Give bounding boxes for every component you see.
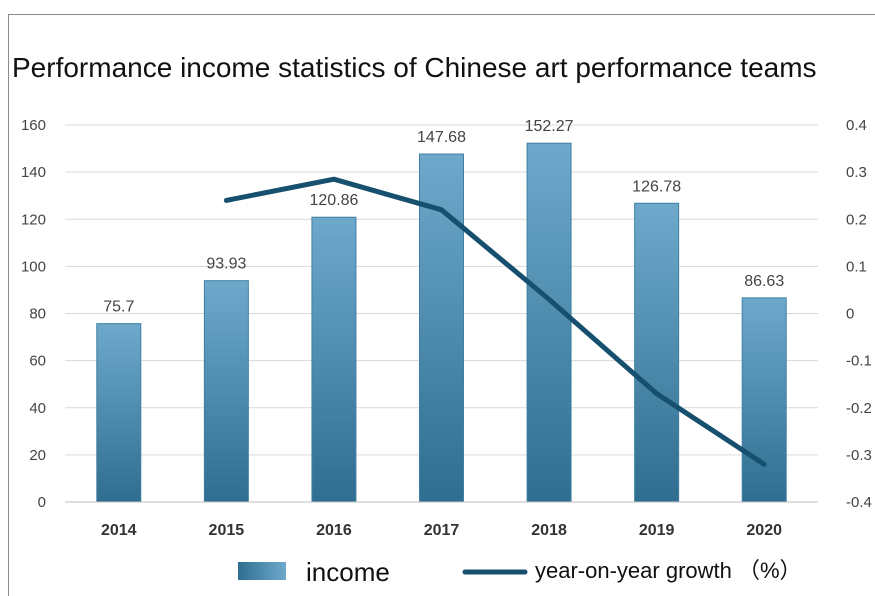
y-tick-left: 40 [29, 400, 46, 417]
bar-series-income [96, 142, 787, 503]
x-tick: 2020 [746, 522, 782, 539]
data-label-income: 152.27 [525, 118, 574, 135]
y-tick-right: 0.3 [846, 164, 867, 181]
y-tick-left: 0 [38, 494, 46, 511]
y-tick-right: 0 [846, 306, 854, 323]
data-label-income: 75.7 [103, 299, 134, 316]
x-tick: 2014 [101, 522, 137, 539]
y-tick-left: 80 [29, 306, 46, 323]
line-series-growth [223, 176, 767, 467]
x-tick: 2015 [209, 522, 245, 539]
x-tick: 2017 [424, 522, 460, 539]
data-label-income: 86.63 [744, 273, 784, 290]
x-tick: 2016 [316, 522, 352, 539]
legend-label-income: income [306, 557, 390, 587]
legend: income year-on-year growth （%） [238, 557, 802, 587]
chart-title: Performance income statistics of Chinese… [12, 52, 817, 83]
x-tick: 2018 [531, 522, 567, 539]
x-tick: 2019 [639, 522, 675, 539]
y-tick-left: 60 [29, 353, 46, 370]
y-tick-left: 100 [21, 258, 46, 275]
y-tick-right: 0.2 [846, 211, 867, 228]
y-tick-right: -0.4 [846, 494, 872, 511]
y-tick-right: 0.4 [846, 117, 867, 134]
bar-income-2015 [203, 280, 249, 503]
axes: 0 20 40 60 80 100 120 140 160 -0.4 -0.3 -0.2 -0.1 0 0.… [21, 117, 872, 539]
legend-label-growth: year-on-year growth （%） [535, 558, 802, 583]
y-tick-left: 160 [21, 117, 46, 134]
bar-income-2020 [741, 297, 787, 503]
y-tick-left: 20 [29, 447, 46, 464]
y-tick-right: -0.2 [846, 400, 872, 417]
chart-frame [8, 14, 875, 596]
growth-line [223, 176, 767, 467]
data-label-income: 126.78 [632, 178, 681, 195]
bar-income-2014 [96, 323, 142, 503]
y-tick-right: -0.1 [846, 353, 872, 370]
data-label-income: 147.68 [417, 129, 466, 146]
bar-income-2016 [311, 216, 357, 503]
bar-income-2019 [634, 202, 680, 503]
y-tick-left: 140 [21, 164, 46, 181]
y-tick-right: -0.3 [846, 447, 872, 464]
data-labels: 75.7 93.93 120.86 147.68 152.27 126.78 86.63 [103, 118, 784, 315]
data-label-income: 93.93 [206, 256, 246, 273]
y-tick-left: 120 [21, 211, 46, 228]
bar-income-2018 [526, 142, 572, 503]
y-tick-right: 0.1 [846, 258, 867, 275]
data-label-income: 120.86 [309, 192, 358, 209]
legend-swatch-income [238, 562, 286, 580]
